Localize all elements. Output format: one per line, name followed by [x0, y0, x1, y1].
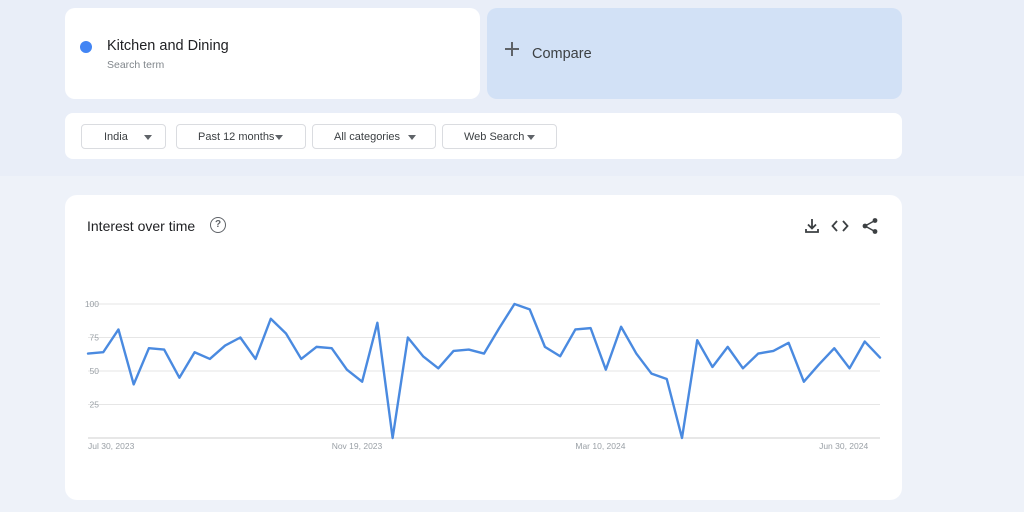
search-type-filter-label: Web Search [464, 131, 525, 143]
region-filter-label: India [104, 131, 128, 143]
series-line[interactable] [86, 302, 882, 440]
share-icon[interactable] [860, 216, 880, 236]
y-tick-label: 75 [90, 333, 100, 343]
y-tick-label: 100 [85, 299, 99, 309]
caret-down-icon [408, 135, 416, 140]
search-term-subtitle: Search term [107, 59, 165, 71]
category-filter[interactable]: All categories [312, 124, 436, 149]
series-color-dot [80, 41, 92, 53]
chart-title: Interest over time [87, 218, 196, 234]
x-tick-label: Jun 30, 2024 [819, 441, 868, 451]
interest-over-time-card: Interest over time ? 25 50 75 100 Jul 30, 20… [65, 195, 902, 500]
search-type-filter[interactable]: Web Search [442, 124, 557, 149]
plus-icon [505, 42, 519, 56]
download-icon[interactable] [802, 216, 822, 236]
x-tick-label: Mar 10, 2024 [575, 441, 625, 451]
y-tick-label: 50 [90, 366, 100, 376]
caret-down-icon [527, 135, 535, 140]
embed-code-icon[interactable] [830, 216, 850, 236]
x-tick-label: Jul 30, 2023 [88, 441, 135, 451]
region-filter[interactable]: India [81, 124, 166, 149]
x-tick-label: Nov 19, 2023 [332, 441, 383, 451]
time-range-filter[interactable]: Past 12 months [176, 124, 306, 149]
time-range-filter-label: Past 12 months [198, 131, 275, 143]
help-icon[interactable]: ? [210, 217, 226, 233]
filter-bar: India Past 12 months All categories Web … [65, 113, 902, 159]
compare-label: Compare [532, 46, 592, 62]
search-term-name[interactable]: Kitchen and Dining [107, 38, 229, 54]
compare-button[interactable]: Compare [487, 8, 902, 99]
y-tick-label: 25 [90, 400, 100, 410]
search-term-card[interactable]: Kitchen and Dining Search term [65, 8, 480, 99]
interest-line-chart[interactable]: 25 50 75 100 Jul 30, 2023 Nov 19, 2023 Mar 10,… [65, 195, 902, 500]
caret-down-icon [144, 135, 152, 140]
category-filter-label: All categories [334, 131, 401, 143]
caret-down-icon [275, 135, 283, 140]
